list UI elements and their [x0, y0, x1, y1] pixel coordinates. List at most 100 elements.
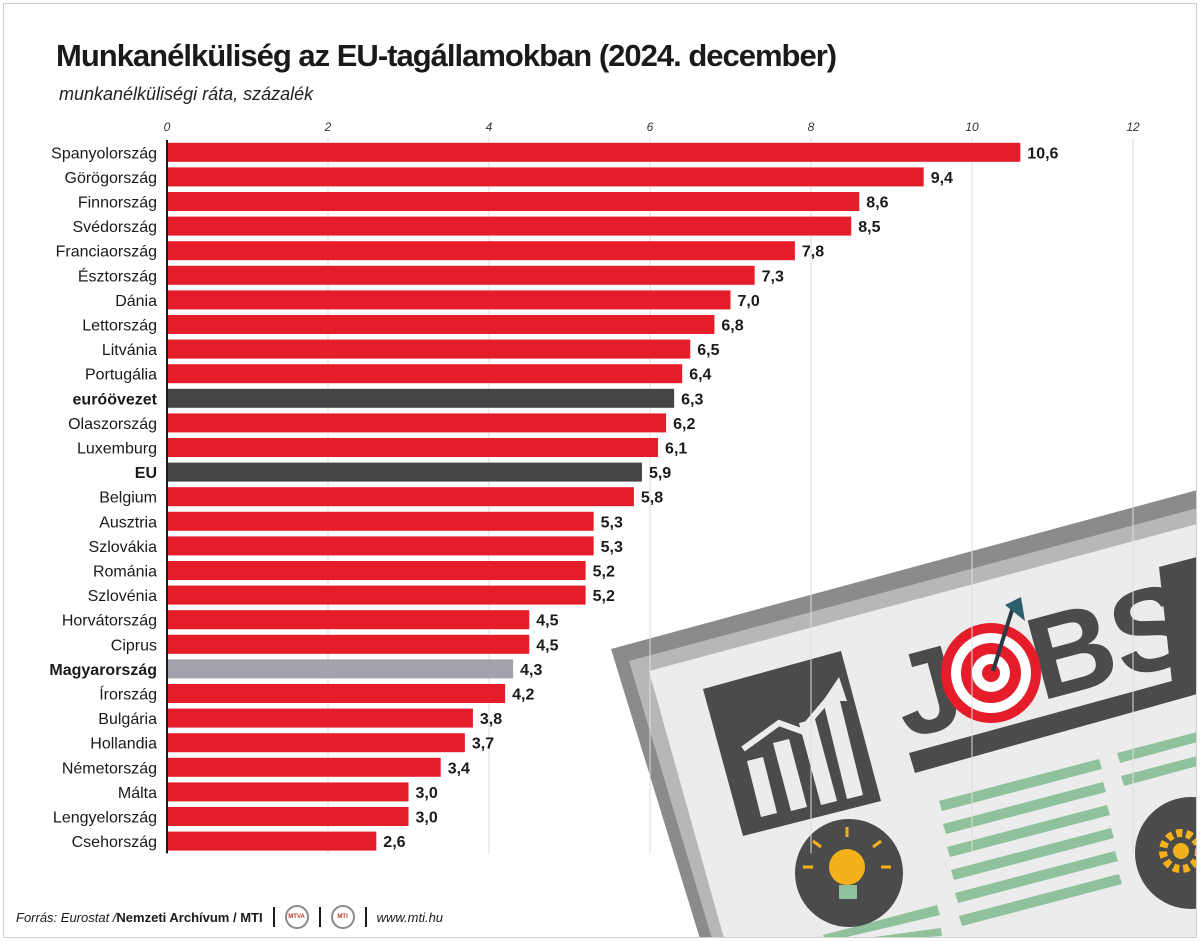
category-label: Spanyolország: [51, 145, 157, 162]
bar: [168, 634, 530, 654]
bar: [168, 265, 755, 285]
bar: [168, 536, 594, 556]
category-label: Görögország: [65, 170, 158, 187]
bar-row: Írország 4,2: [99, 684, 534, 704]
bar-row: Luxemburg 6,1: [77, 438, 687, 458]
category-label: Ausztria: [99, 514, 157, 531]
category-label: Finnország: [78, 195, 157, 212]
tablet-screen: [649, 524, 1196, 937]
value-label: 5,9: [649, 465, 671, 482]
bar-row: Csehország 2,6: [72, 831, 406, 851]
headline-underline: [909, 674, 1196, 773]
bar-row: Lengyelország 3,0: [53, 807, 438, 827]
bar-row: Ausztria 5,3: [99, 511, 623, 531]
infographic-frame: Munkanélküliség az EU-tagállamokban (202…: [3, 3, 1197, 938]
unemployment-bar-chart: 0 2 4 6 8 10 12 Spanyolország 10,6 Görögország 9,…: [49, 120, 1140, 854]
category-label: Lengyelország: [53, 810, 157, 827]
category-label: Csehország: [72, 834, 157, 851]
website-link[interactable]: www.mti.hu: [376, 909, 444, 925]
category-label: Málta: [118, 785, 157, 802]
footer: Forrás: Eurostat / Nemzeti Archívum / MT…: [16, 902, 443, 932]
bar-row: Litvánia 6,5: [102, 339, 720, 359]
target-icon: [941, 597, 1041, 723]
value-label: 2,6: [383, 834, 405, 851]
bar: [168, 216, 852, 236]
bar: [168, 659, 514, 679]
value-label: 8,6: [866, 195, 888, 212]
bar: [168, 511, 594, 531]
footer-divider: [318, 907, 321, 927]
bar: [168, 142, 1021, 162]
category-label: Írország: [99, 685, 157, 704]
bar-row: Spanyolország 10,6: [51, 142, 1059, 162]
value-label: 6,5: [697, 342, 719, 359]
x-axis: 0 2 4 6 8 10 12: [164, 120, 1140, 854]
bar-row: Bulgária 3,8: [98, 708, 502, 728]
value-label: 7,0: [738, 293, 760, 310]
value-label: 5,3: [601, 539, 623, 556]
category-label: Litvánia: [102, 342, 157, 359]
x-tick-label: 0: [164, 120, 171, 134]
value-label: 4,5: [536, 613, 558, 630]
category-label: Svédország: [73, 219, 158, 236]
value-label: 5,2: [593, 588, 615, 605]
value-label: 3,8: [480, 711, 502, 728]
bar-row: Észtország 7,3: [78, 265, 784, 285]
article-lines: [823, 732, 1196, 937]
bar-row: euróövezet 6,3: [73, 388, 703, 408]
category-label: Ciprus: [111, 637, 157, 654]
bar-row: Málta 3,0: [118, 782, 438, 802]
bar: [168, 339, 691, 359]
category-label: Románia: [93, 564, 157, 581]
bar-row: Lettország 6,8: [82, 315, 744, 335]
bar-row: Görögország 9,4: [65, 167, 953, 187]
footer-divider: [364, 907, 367, 927]
value-label: 7,8: [802, 244, 824, 261]
category-label: Portugália: [85, 367, 157, 384]
bar: [168, 487, 634, 507]
value-label: 6,8: [721, 318, 743, 335]
value-label: 7,3: [762, 268, 784, 285]
category-label: Luxemburg: [77, 441, 157, 458]
bar-row: Finnország 8,6: [78, 192, 889, 212]
bar: [168, 438, 659, 457]
bar-row: EU 5,9: [135, 462, 671, 482]
mti-logo: MTI: [330, 905, 355, 929]
bar-row: Dánia 7,0: [115, 290, 760, 310]
bar-row: Szlovákia 5,3: [89, 536, 623, 556]
category-label: Franciaország: [56, 244, 157, 261]
bar: [168, 290, 731, 310]
category-label: Észtország: [78, 266, 157, 285]
gear-icon: [1135, 797, 1196, 909]
x-tick-label: 4: [486, 120, 493, 134]
value-label: 3,0: [416, 810, 438, 827]
category-label: Németország: [62, 760, 157, 777]
bar: [168, 684, 506, 703]
value-label: 8,5: [858, 219, 880, 236]
bar-row: Magyarország 4,3: [49, 659, 542, 679]
category-label: Belgium: [99, 490, 157, 507]
x-tick-label: 8: [808, 120, 815, 134]
bar: [168, 561, 586, 580]
bars: Spanyolország 10,6 Görögország 9,4 Finnorszá…: [49, 142, 1059, 851]
value-label: 5,2: [593, 564, 615, 581]
jobs-newspaper-illustration: J BS: [611, 490, 1196, 937]
chart-title: Munkanélküliség az EU-tagállamokban (202…: [56, 38, 837, 73]
bar-row: Ciprus 4,5: [111, 634, 559, 654]
bar: [168, 782, 409, 802]
footer-divider: [272, 907, 275, 927]
x-tick-label: 6: [647, 120, 654, 134]
bar: [168, 167, 924, 187]
value-label: 3,4: [448, 760, 470, 777]
category-label: Horvátország: [62, 613, 157, 630]
bar-row: Szlovénia 5,2: [88, 585, 615, 605]
bar-row: Svédország 8,5: [73, 216, 881, 236]
bar-row: Franciaország 7,8: [56, 241, 824, 261]
source-prefix: Forrás: Eurostat /: [16, 909, 117, 925]
bar-row: Hollandia 3,7: [90, 733, 494, 753]
bar: [168, 364, 683, 384]
bar: [168, 610, 530, 630]
bar: [168, 733, 465, 753]
x-tick-label: 2: [324, 120, 332, 134]
category-label: Lettország: [82, 318, 157, 335]
